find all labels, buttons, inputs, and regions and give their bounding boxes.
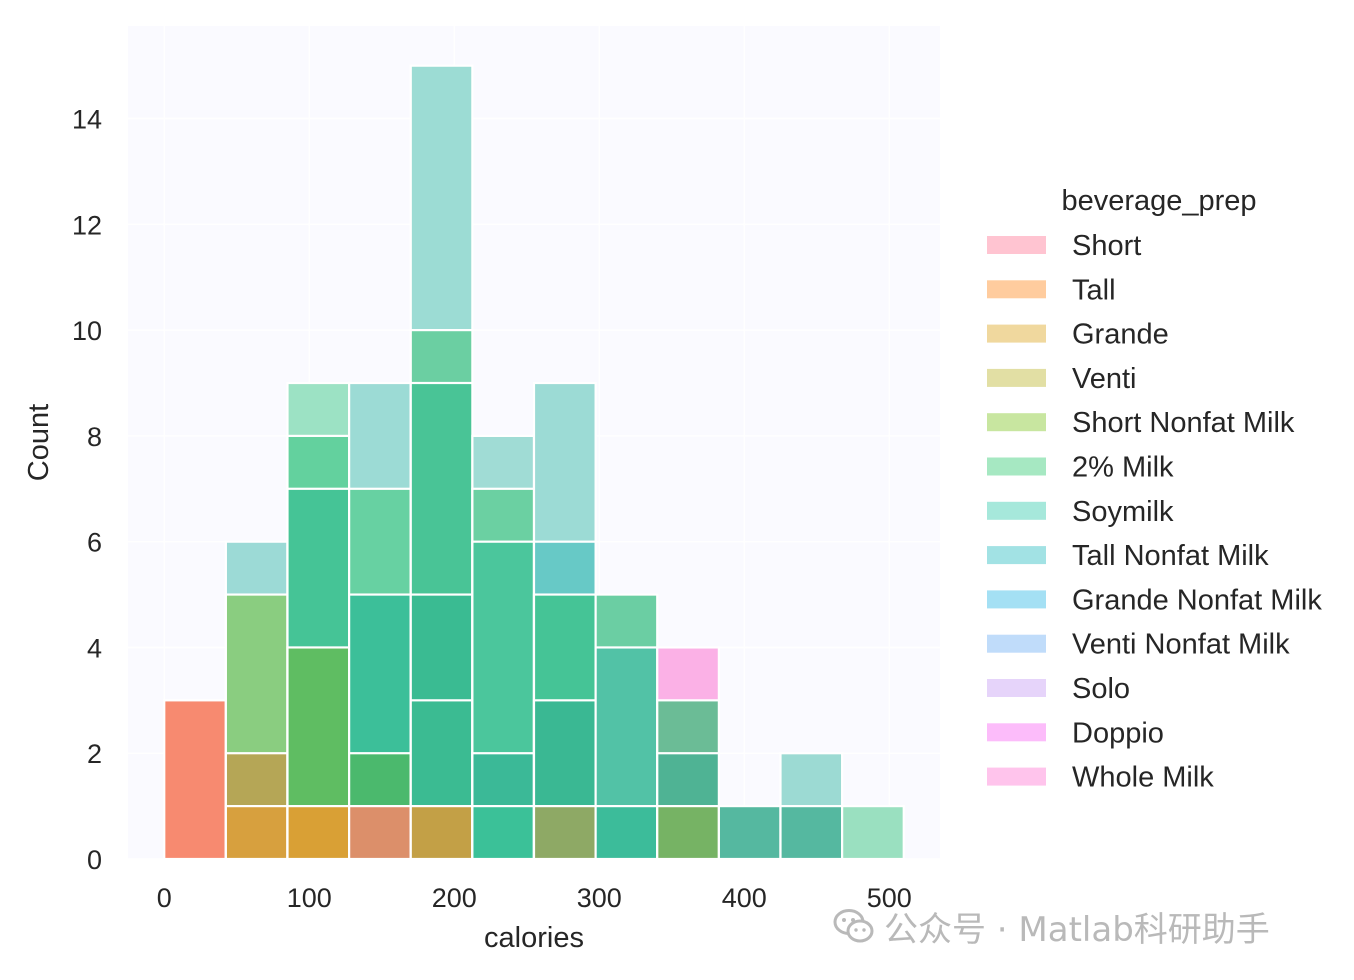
legend-title: beverage_prep (1061, 185, 1256, 217)
legend-entry-label: Venti (1072, 363, 1137, 395)
x-tick-label: 500 (867, 883, 912, 913)
x-tick-label: 200 (432, 883, 477, 913)
legend-swatch (987, 679, 1046, 697)
legend-swatch (987, 767, 1046, 786)
legend-entry-label: Grande Nonfat Milk (1072, 584, 1322, 616)
y-tick-label: 12 (72, 210, 102, 240)
histogram-bar (779, 805, 844, 861)
wechat-icon (833, 909, 874, 943)
legend-swatch (987, 723, 1046, 742)
bars-group (163, 64, 905, 861)
watermark: 公众号 · Matlab科研助手 (832, 904, 1270, 950)
y-tick-label: 6 (87, 528, 102, 558)
legend-swatch (987, 413, 1046, 432)
legend-swatch (987, 280, 1046, 299)
legend-entry-label: 2% Milk (1072, 452, 1174, 484)
legend-entry-label: Short Nonfat Milk (1072, 407, 1295, 439)
legend-swatch (987, 324, 1046, 343)
legend-entry-label: Venti Nonfat Milk (1072, 629, 1290, 661)
x-tick-label: 100 (287, 883, 332, 913)
legend: beverage_prep Short Tall Grande Venti Short … (987, 185, 1322, 794)
histogram-bar (409, 805, 474, 861)
histogram-bar (471, 805, 536, 861)
y-tick-label: 4 (87, 633, 102, 663)
x-tick-label: 0 (157, 883, 172, 913)
histogram-bar (594, 805, 659, 861)
legend-entry-label: Short (1072, 230, 1141, 262)
x-tick-labels: 0 100 200 300 400 500 (157, 883, 912, 913)
y-tick-label: 0 (87, 845, 102, 875)
x-tick-label: 400 (722, 883, 767, 913)
histogram-bar (348, 805, 412, 861)
legend-swatch (987, 368, 1046, 387)
y-tick-label: 14 (72, 105, 102, 135)
y-tick-label: 2 (87, 739, 102, 769)
histogram-bar (532, 805, 597, 861)
legend-entry-label: Tall Nonfat Milk (1072, 540, 1269, 572)
legend-swatch (987, 634, 1046, 653)
legend-entry-label: Whole Milk (1072, 762, 1214, 794)
legend-swatch (987, 457, 1046, 476)
watermark-text: 公众号 · Matlab科研助手 (884, 909, 1270, 950)
legend-entry-label: Tall (1072, 274, 1116, 306)
legend-swatch (987, 590, 1046, 609)
legend-entry-label: Solo (1072, 673, 1130, 705)
y-tick-labels: 0 2 4 6 8 10 12 14 (72, 105, 102, 875)
y-tick-label: 8 (87, 422, 102, 452)
legend-swatch (987, 546, 1046, 565)
histogram-bar (656, 805, 720, 861)
histogram-bar (286, 805, 351, 861)
histogram-bar (224, 805, 289, 861)
y-axis-label: Count (23, 404, 55, 481)
histogram-bar (163, 699, 227, 861)
legend-swatch (987, 501, 1046, 520)
legend-entry-label: Soymilk (1072, 496, 1174, 528)
legend-entry-label: Grande (1072, 319, 1169, 351)
histogram-bar (717, 805, 782, 861)
legend-entry-label: Doppio (1072, 717, 1164, 749)
histogram-bar (841, 805, 905, 861)
x-tick-label: 300 (577, 883, 622, 913)
y-tick-label: 10 (72, 316, 102, 346)
legend-swatch (987, 236, 1046, 254)
x-axis-label: calories (484, 922, 584, 954)
